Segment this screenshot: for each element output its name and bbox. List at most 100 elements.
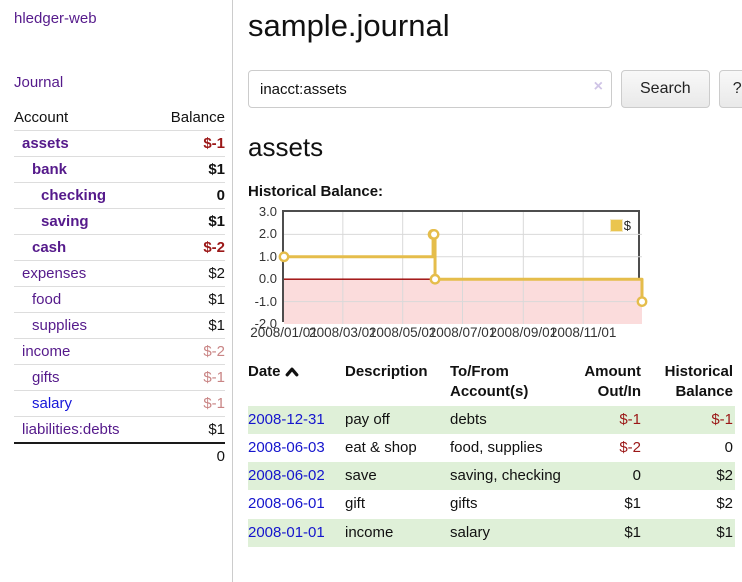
sidebar: hledger-web Journal Account Balance asse… [0, 0, 233, 582]
register-header-accounts: To/From Account(s) [450, 363, 529, 401]
data-point-marker[interactable] [428, 229, 440, 240]
transaction-balance-cell: $1 [716, 523, 733, 541]
y-tick-label: -1.0 [254, 293, 277, 309]
account-row: checking 0 [14, 182, 225, 209]
y-tick-label: 3.0 [258, 204, 277, 219]
transaction-date-link[interactable]: 2008-06-01 [248, 495, 325, 513]
transaction-row: 2008-06-01 gift gifts $1 $2 [248, 490, 735, 518]
x-tick-label: 2008/07/01 [428, 325, 497, 340]
account-row: liabilities:debts $1 [14, 416, 225, 444]
data-point-marker[interactable] [278, 251, 290, 263]
chart-plot-column: $ 2008/01/01 2008/03/01 2008/05/01 2008/07/… [250, 210, 648, 343]
account-row: assets $-1 [14, 130, 225, 157]
accounts-total-balance: 0 [216, 448, 225, 465]
help-button[interactable]: ? [718, 70, 742, 108]
account-row: cash $-2 [14, 234, 225, 261]
sidebar-item-journal[interactable]: Journal [14, 74, 64, 91]
account-balance: $1 [208, 291, 225, 308]
sidebar-item-expenses[interactable]: expenses [22, 265, 87, 282]
account-row: expenses $2 [14, 260, 225, 287]
transaction-description-cell: eat & shop [345, 438, 417, 456]
account-balance: $-2 [203, 239, 225, 256]
sidebar-item-bank[interactable]: bank [32, 161, 68, 178]
transaction-amount-cell: 0 [632, 467, 641, 484]
account-row: bank $1 [14, 156, 225, 183]
sidebar-item-assets[interactable]: assets [22, 135, 69, 152]
sidebar-item-salary[interactable]: salary [32, 395, 73, 412]
account-row: food $1 [14, 286, 225, 313]
account-balance: $-1 [203, 395, 225, 412]
transaction-description-cell: income [345, 523, 394, 541]
account-row: supplies $1 [14, 312, 225, 339]
transaction-date-cell: 2008-12-31 [248, 406, 345, 434]
sidebar-item-liabilities-debts[interactable]: liabilities:debts [22, 421, 120, 438]
transaction-date-link[interactable]: 2008-06-02 [248, 467, 325, 484]
transaction-date-link[interactable]: 2008-01-01 [248, 523, 325, 541]
legend-swatch-icon [609, 219, 623, 232]
data-point-marker[interactable] [636, 296, 648, 308]
account-balance: $1 [208, 421, 225, 438]
account-balance: $2 [208, 265, 225, 282]
chart-canvas [278, 212, 648, 324]
y-tick-label: 1.0 [258, 248, 277, 264]
transaction-balance-cell: 0 [724, 438, 733, 456]
account-heading: assets [248, 132, 324, 162]
sidebar-item-supplies[interactable]: supplies [32, 317, 88, 334]
chart-legend: $ [609, 218, 631, 233]
transaction-accounts-cell: debts [450, 410, 487, 428]
register-header-date-label: Date [248, 363, 281, 380]
data-point-marker[interactable] [429, 273, 441, 285]
sidebar-item-gifts[interactable]: gifts [32, 369, 60, 386]
x-tick-label: 2008/03/01 [309, 325, 377, 340]
transaction-amount-cell: $-2 [619, 438, 641, 456]
legend-label: $ [623, 218, 631, 233]
account-balance: 0 [216, 187, 225, 204]
transaction-balance-cell: $2 [716, 495, 733, 513]
account-row: income $-2 [14, 338, 225, 365]
register-header-date[interactable]: Date [248, 359, 345, 406]
account-balance: $-1 [203, 369, 225, 386]
account-row: salary $-1 [14, 390, 225, 417]
x-tick-label: 2008/01/01 [250, 325, 318, 340]
account-balance: $-1 [203, 135, 225, 152]
sidebar-item-saving[interactable]: saving [41, 213, 89, 230]
accounts-header-row: Account Balance [14, 105, 225, 131]
transaction-balance-cell: $2 [716, 467, 733, 484]
transaction-accounts-cell: gifts [450, 495, 478, 513]
transaction-accounts-cell: food, supplies [450, 438, 543, 456]
sidebar-item-food[interactable]: food [32, 291, 62, 308]
register-header-row: Date Description To/From Account(s) Amou… [248, 359, 735, 406]
sidebar-item-income[interactable]: income [22, 343, 71, 360]
chart-plot-area: $ [278, 210, 648, 324]
transaction-date-cell: 2008-06-01 [248, 490, 345, 518]
transaction-row: 2008-01-01 income salary $1 $1 [248, 518, 735, 547]
accounts-total-row: 0 [14, 443, 225, 469]
search-button[interactable]: Search [621, 70, 710, 108]
transaction-row: 2008-06-03 eat & shop food, supplies $-2 0 [248, 434, 735, 462]
register-header-description: Description [345, 363, 428, 380]
transaction-description-cell: gift [345, 495, 366, 513]
x-tick-label: 2008/11/01 [549, 325, 617, 340]
account-balance: $1 [208, 213, 225, 230]
sidebar-item-cash[interactable]: cash [32, 239, 67, 256]
main-content: sample.journal × Search ? assets Histori… [233, 0, 742, 582]
clear-search-icon[interactable]: × [593, 78, 603, 95]
account-row: saving $1 [14, 208, 225, 235]
x-tick-label: 2008/09/01 [489, 325, 558, 340]
transaction-date-cell: 2008-01-01 [248, 519, 345, 547]
search-input[interactable] [248, 70, 612, 108]
transaction-date-link[interactable]: 2008-06-03 [248, 438, 325, 456]
transaction-date-link[interactable]: 2008-12-31 [248, 410, 325, 428]
y-tick-label: 2.0 [258, 226, 277, 242]
sort-ascending-icon [285, 363, 299, 383]
app-title-link[interactable]: hledger-web [14, 10, 97, 27]
y-tick-label: 0.0 [258, 271, 277, 287]
transaction-amount-cell: $-1 [619, 410, 641, 428]
accounts-total-spacer [14, 443, 153, 469]
transaction-accounts-cell: saving, checking [450, 467, 561, 484]
transaction-balance-cell: $-1 [711, 410, 733, 428]
account-balance: $1 [208, 161, 225, 178]
register-table: Date Description To/From Account(s) Amou… [248, 359, 735, 547]
sidebar-item-checking[interactable]: checking [41, 187, 107, 204]
chart-x-axis: 2008/01/01 2008/03/01 2008/05/01 2008/07/01… [250, 325, 640, 343]
